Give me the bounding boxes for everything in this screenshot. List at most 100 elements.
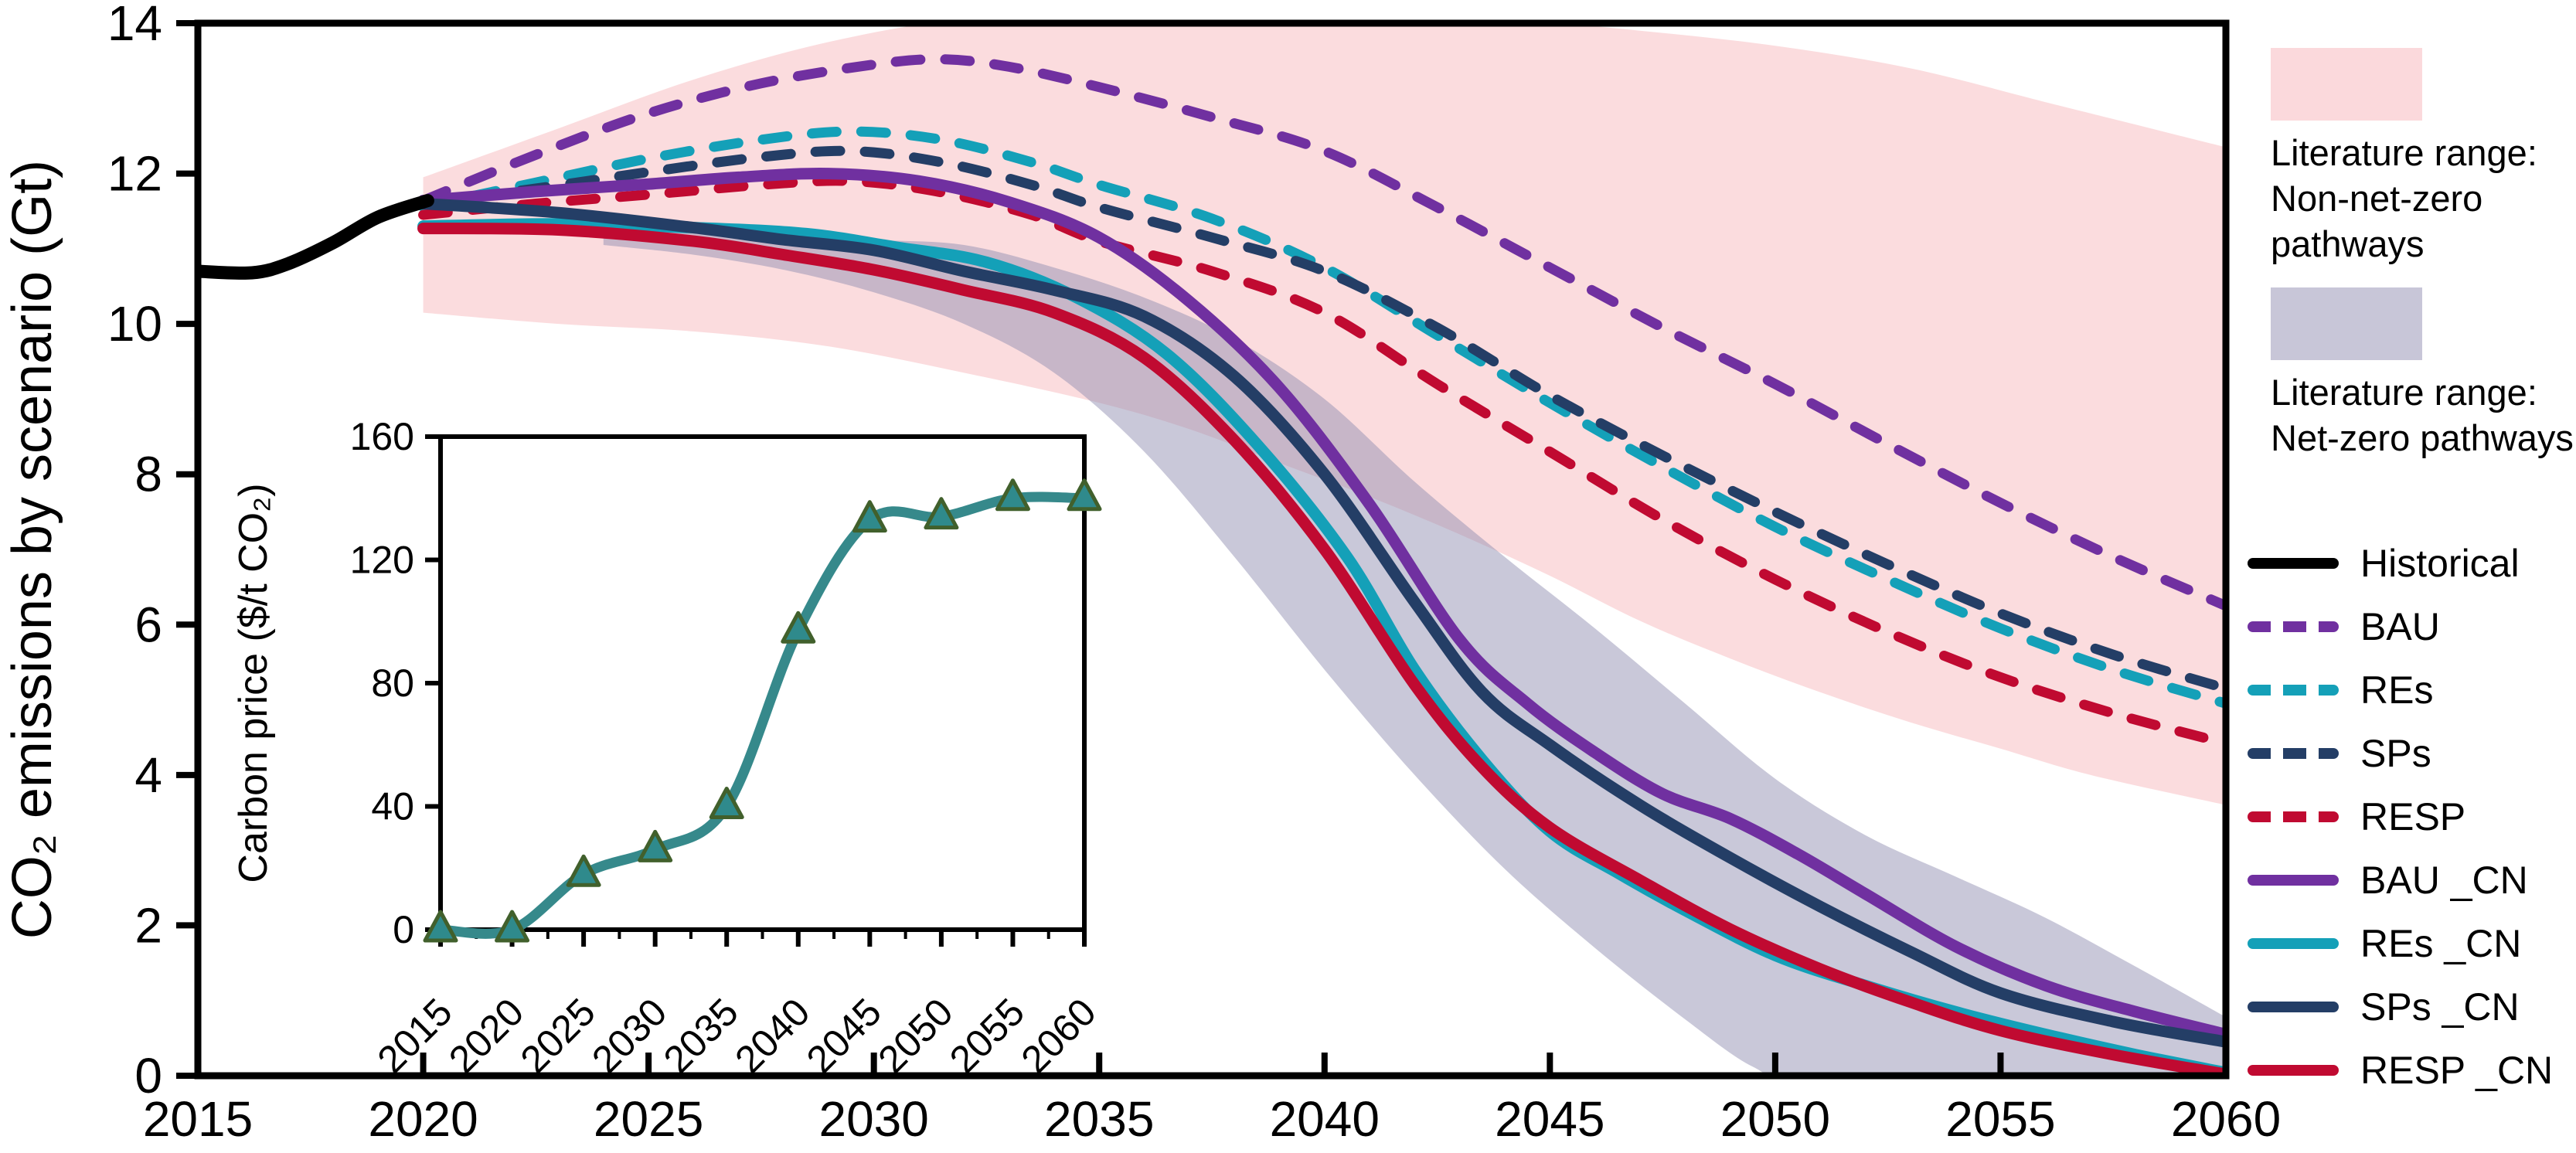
- legend-label: SPs: [2360, 732, 2431, 775]
- x-tick-label: 2050: [1720, 1091, 1830, 1147]
- x-tick-label: 2030: [818, 1091, 928, 1147]
- x-tick-label: 2015: [143, 1091, 253, 1147]
- legend-label: RESP _CN: [2360, 1049, 2554, 1092]
- series-REs: [418, 126, 2226, 709]
- y-tick-label: 0: [134, 1048, 162, 1104]
- legend-label: RESP: [2360, 795, 2466, 838]
- x-tick-label: 2040: [1270, 1091, 1380, 1147]
- carbon-price-line: [423, 478, 1102, 943]
- legend-label: REs _CN: [2360, 922, 2522, 965]
- sps-cn-line-sample: [2248, 1002, 2339, 1012]
- inset-y-tick-label: 160: [350, 415, 414, 458]
- legend-item-historical: Historical: [2248, 532, 2553, 595]
- carbon-price-marker: [924, 497, 959, 530]
- sps-line-sample: [2248, 748, 2339, 759]
- legend-item-sps: SPs: [2248, 722, 2553, 785]
- legend-item-sps-cn: SPs _CN: [2248, 975, 2553, 1039]
- series-RESP: [418, 175, 2226, 749]
- res-line-sample: [2248, 685, 2339, 696]
- legend-label: BAU _CN: [2360, 859, 2528, 902]
- inset-x-tick-label: 2015: [369, 990, 461, 1081]
- literature-range-non-net-zero-band: [423, 23, 2226, 805]
- inset-y-tick-label: 80: [371, 662, 414, 705]
- resp-line-sample: [2248, 811, 2339, 822]
- series-SPs: [418, 145, 2226, 694]
- inset-x-tick-label: 2040: [727, 990, 818, 1081]
- carbon-price-marker: [1067, 478, 1102, 512]
- y-tick-label: 2: [134, 897, 162, 953]
- inset-x-tick-label: 2055: [941, 990, 1033, 1081]
- carbon-price-marker: [709, 787, 744, 819]
- series-BAU_CN: [417, 167, 2226, 1040]
- inset-x-tick-label: 2020: [441, 990, 532, 1081]
- legend-line: pathways: [2271, 223, 2425, 264]
- carbon-price-marker: [566, 854, 601, 887]
- carbon-price-marker: [495, 910, 530, 943]
- inset-carbon-price-chart: 0408012016020152020202520302035204020452…: [231, 415, 1104, 1081]
- legend-item-res: REs: [2248, 658, 2553, 722]
- net-zero-band-swatch: [2271, 287, 2422, 360]
- carbon-price-marker: [423, 910, 458, 943]
- carbon-price-marker: [781, 611, 816, 644]
- inset-y-axis-title: Carbon price ($/t CO₂): [231, 483, 276, 883]
- legend-item-res-cn: REs _CN: [2248, 912, 2553, 975]
- non-net-zero-band-swatch: [2271, 48, 2422, 121]
- legend-item-bau: BAU: [2248, 595, 2553, 658]
- y-tick-label: 8: [134, 447, 162, 502]
- legend-label: BAU: [2360, 605, 2440, 648]
- inset-border: [438, 434, 1087, 932]
- x-tick-label: 2060: [2171, 1091, 2281, 1147]
- inset-x-tick-label: 2050: [869, 990, 961, 1081]
- y-tick-label: 10: [107, 296, 162, 352]
- inset-x-tick-label: 2060: [1013, 990, 1104, 1081]
- carbon-price-marker: [638, 829, 673, 862]
- legend-line: Net-zero pathways: [2271, 417, 2574, 458]
- legend-item-resp: RESP: [2248, 785, 2553, 849]
- series-SPs_CN: [417, 197, 2226, 1048]
- bau-cn-line-sample: [2248, 875, 2339, 886]
- inset-x-tick-label: 2025: [512, 990, 604, 1081]
- inset-y-tick-label: 0: [393, 908, 414, 951]
- x-tick-label: 2025: [594, 1091, 703, 1147]
- series-Historical: [198, 194, 434, 280]
- legend-text-non-net-zero: Literature range: Non-net-zero pathways: [2271, 130, 2537, 267]
- carbon-price-marker: [852, 500, 887, 533]
- y-tick-label: 6: [134, 597, 162, 652]
- series-legend: Historical BAU REs SPs RESP BAU _CN REs …: [2248, 532, 2553, 1102]
- legend-line: Literature range:: [2271, 132, 2537, 173]
- y-tick-label: 12: [107, 146, 162, 202]
- legend-label: Historical: [2360, 542, 2520, 585]
- legend-line: Non-net-zero: [2271, 178, 2483, 219]
- inset-y-tick-label: 40: [371, 785, 414, 828]
- x-tick-label: 2045: [1495, 1091, 1604, 1147]
- legend-swatch-net-zero: [2271, 287, 2422, 360]
- x-tick-label: 2055: [1945, 1091, 2055, 1147]
- legend-item-resp-cn: RESP _CN: [2248, 1039, 2553, 1102]
- legend-label: REs: [2360, 668, 2434, 712]
- inset-x-tick-label: 2035: [655, 990, 747, 1081]
- legend-item-bau-cn: BAU _CN: [2248, 849, 2553, 912]
- legend-label: SPs _CN: [2360, 985, 2520, 1029]
- carbon-price-marker: [995, 478, 1030, 512]
- y-axis-title: CO₂ emissions by scenario (Gt): [2, 160, 63, 939]
- x-tick-label: 2020: [368, 1091, 478, 1147]
- inset-y-tick-label: 120: [350, 539, 414, 582]
- x-tick-label: 2035: [1044, 1091, 1154, 1147]
- bau-line-sample: [2248, 621, 2339, 632]
- legend-swatch-non-net-zero: [2271, 48, 2422, 121]
- resp-cn-line-sample: [2248, 1065, 2339, 1076]
- plot-border: [194, 19, 2230, 1080]
- series-RESP_CN: [417, 223, 2226, 1076]
- y-tick-label: 4: [134, 747, 162, 803]
- inset-x-tick-label: 2030: [584, 990, 675, 1081]
- historical-line-sample: [2248, 558, 2339, 569]
- legend-text-net-zero: Literature range: Net-zero pathways: [2271, 369, 2574, 461]
- series-BAU: [418, 54, 2226, 611]
- scenario-lines: [198, 54, 2226, 1076]
- res-cn-line-sample: [2248, 938, 2339, 949]
- legend-line: Literature range:: [2271, 372, 2537, 413]
- y-tick-label: 14: [107, 0, 162, 51]
